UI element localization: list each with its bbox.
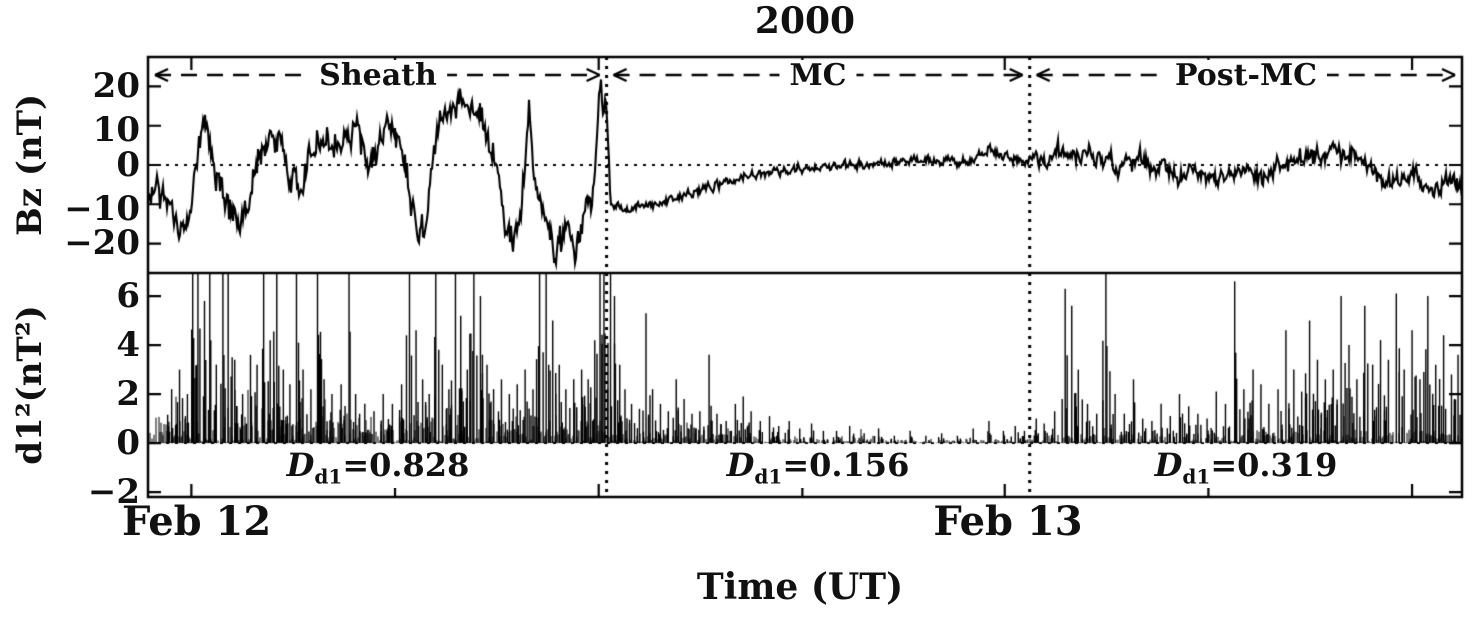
y-tick-label: −20 [64,223,140,263]
metric-symbol: D [286,446,315,484]
region-label-mc: MC [779,60,857,92]
metric-value: =0.828 [342,446,470,484]
metric-label-post-mc: Dd1=0.319 [1148,446,1344,489]
metric-subscript: d1 [754,464,783,489]
y-tick-label: 0 [116,145,140,185]
metric-value: =0.319 [1210,446,1338,484]
y-tick-label: 6 [116,276,140,316]
y-tick-label: 20 [92,66,140,106]
region-label-post-mc: Post-MC [1164,60,1328,92]
region-label-sheath: Sheath [309,60,447,92]
metric-subscript: d1 [1182,464,1211,489]
metric-symbol: D [1154,446,1183,484]
metric-label-mc: Dd1=0.156 [720,446,916,489]
y-tick-label: 0 [116,423,140,463]
y-tick-label: −10 [64,189,140,229]
x-tick-label-feb13: Feb 13 [933,498,1083,545]
metric-label-sheath: Dd1=0.828 [280,446,476,489]
y-tick-label: 10 [92,110,140,150]
chart-title: 2000 [754,0,856,42]
metric-value: =0.156 [782,446,910,484]
x-tick-label-feb12: Feb 12 [122,498,272,545]
metric-subscript: d1 [314,464,343,489]
metric-symbol: D [726,446,755,484]
y-tick-label: 2 [116,374,140,414]
y-tick-label: 4 [116,325,140,365]
y-axis-label-d1sq: d1²(nT²) [10,305,50,465]
y-tick-label: −2 [87,472,140,512]
x-axis-label: Time (UT) [696,566,904,608]
